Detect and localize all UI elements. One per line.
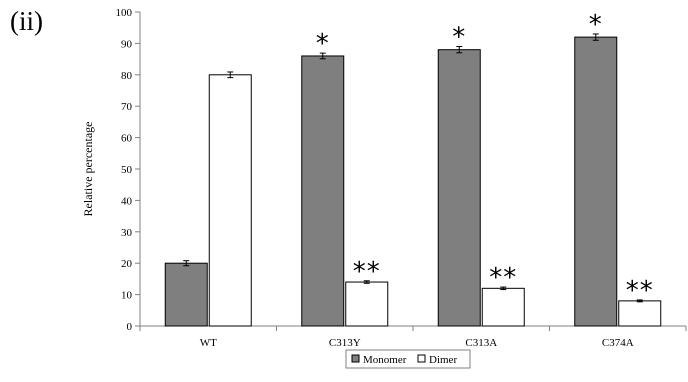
dimer-bar: [345, 281, 389, 327]
y-tick-label: 20: [121, 258, 133, 270]
x-tick-label: C374A: [602, 337, 634, 349]
y-axis-label: Relative percentage: [81, 122, 95, 217]
chart-legend: Monomer Dimer: [345, 349, 471, 369]
y-tick-label: 90: [121, 38, 133, 50]
chart-bars: [164, 33, 662, 327]
panel-label: (ii): [10, 6, 43, 36]
legend-box: [345, 349, 471, 369]
y-tick-label: 80: [121, 70, 133, 82]
significance-label: *: [452, 23, 466, 53]
y-tick-label: 100: [116, 7, 133, 19]
y-tick-label: 0: [127, 321, 133, 333]
significance-label: **: [353, 257, 381, 287]
dimer-legend-label: Dimer: [429, 354, 457, 366]
y-tick-label: 40: [121, 195, 133, 207]
y-tick-label: 30: [121, 227, 133, 239]
chart-labels: 0 10 20 30 40 50 60 70 80 90 100 WT C313Y C313A C374A R…: [81, 7, 654, 349]
monomer-bar: [574, 36, 618, 327]
monomer-bar: [301, 55, 345, 327]
x-tick-label: WT: [200, 337, 217, 349]
monomer-legend-swatch: [351, 354, 360, 363]
monomer-bar: [164, 262, 208, 327]
y-tick-label: 10: [121, 290, 133, 302]
significance-label: **: [626, 276, 654, 306]
dimer-bar: [208, 74, 252, 327]
monomer-legend-label: Monomer: [363, 354, 407, 366]
dimer-bar: [481, 287, 525, 327]
significance-label: *: [316, 29, 330, 59]
y-tick-label: 70: [121, 101, 133, 113]
dimer-legend-swatch: [417, 354, 426, 363]
y-tick-label: 50: [121, 164, 133, 176]
y-tick-label: 60: [121, 133, 133, 145]
significance-label: *: [589, 10, 603, 40]
x-tick-label: C313A: [465, 337, 497, 349]
x-tick-label: C313Y: [329, 337, 361, 349]
monomer-bar: [437, 49, 481, 327]
significance-label: **: [489, 263, 517, 293]
